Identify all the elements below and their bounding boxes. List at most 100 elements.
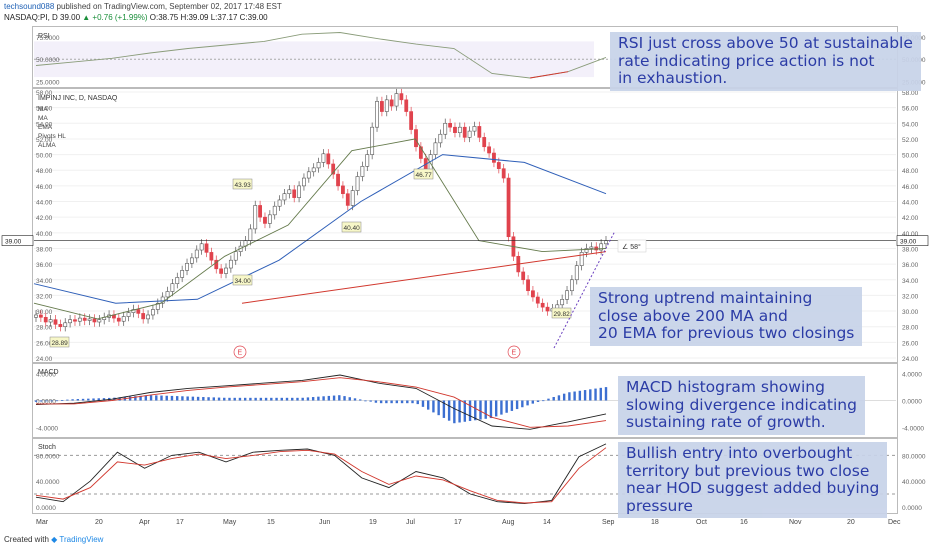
macd-signal-line xyxy=(36,377,607,428)
macd-histogram-bar xyxy=(254,397,257,401)
x-tick-label: Aug xyxy=(502,519,515,526)
annotation-line: RSI just cross above 50 at sustainable xyxy=(618,34,913,52)
publisher-link[interactable]: techsound088 xyxy=(4,2,55,11)
candle-body xyxy=(165,291,170,298)
candle-body xyxy=(126,312,131,317)
price-tick-right: 42.00 xyxy=(902,215,919,222)
candle-body xyxy=(487,146,491,154)
price-tick-right: 52.00 xyxy=(902,137,919,144)
pivot-label: 43.93 xyxy=(235,182,252,189)
ema20-line xyxy=(33,138,607,320)
macd-histogram-bar xyxy=(296,397,299,401)
macd-histogram-bar xyxy=(359,399,362,401)
candle-body xyxy=(341,185,345,195)
pivot-label-box xyxy=(49,336,70,348)
price-tick-left: 46.00 xyxy=(36,184,53,191)
price-tick-right: 50.00 xyxy=(902,153,919,160)
price-tick-left: 56.00 xyxy=(36,106,53,113)
price-tick-left: 30.00 xyxy=(36,309,53,316)
price-tick-right: 38.00 xyxy=(902,246,919,253)
x-tick-label: Dec xyxy=(888,519,901,526)
macd-histogram-bar xyxy=(285,397,289,401)
macd-histogram-bar xyxy=(557,395,561,401)
macd-histogram-bar xyxy=(170,395,174,401)
macd-histogram-bar xyxy=(249,397,252,401)
macd-histogram-bar xyxy=(364,400,367,402)
stoch-tick-right: 0.0000 xyxy=(902,505,922,512)
legend-item: Pivots HL xyxy=(38,133,66,140)
legend-item: ALMA xyxy=(38,142,56,149)
price-tick-right: 26.00 xyxy=(902,340,919,347)
macd-histogram-bar xyxy=(228,397,231,401)
macd-histogram-bar xyxy=(87,398,90,401)
x-tick-label: 20 xyxy=(847,519,855,526)
candle-body xyxy=(526,279,530,292)
pivot-label: 40.40 xyxy=(344,225,361,232)
macd-histogram-bar xyxy=(411,400,414,404)
macd-histogram-bar xyxy=(238,397,242,401)
price-tick-left: 36.00 xyxy=(36,262,53,269)
macd-histogram-bar xyxy=(50,400,53,402)
candle-body xyxy=(545,306,550,312)
x-tick-label: 16 xyxy=(740,519,748,526)
macd-histogram-bar xyxy=(500,400,503,415)
candle-body xyxy=(457,126,462,133)
macd-line xyxy=(35,374,607,430)
price-tick-right: 24.00 xyxy=(902,356,919,363)
price-tick-left: 38.00 xyxy=(36,246,53,253)
macd-histogram-bar xyxy=(594,388,597,401)
macd-histogram-bar xyxy=(317,396,320,401)
macd-histogram-bar xyxy=(45,400,48,402)
macd-histogram-bar xyxy=(510,400,514,411)
x-tick-label: 18 xyxy=(651,519,659,526)
macd-tick-right: -4.0000 xyxy=(902,425,924,432)
candle-body xyxy=(414,129,418,148)
candle-body xyxy=(146,314,150,320)
candle-body xyxy=(453,126,457,133)
candle-body xyxy=(579,252,584,266)
candle-body xyxy=(131,309,136,313)
x-tick-label: Oct xyxy=(696,519,707,526)
macd-histogram-bar xyxy=(139,395,142,401)
macd-histogram-bar xyxy=(165,395,168,401)
price-tick-left: 26.00 xyxy=(36,340,53,347)
macd-histogram-bar xyxy=(369,400,372,402)
macd-histogram-bar xyxy=(181,396,184,401)
candle-body xyxy=(409,111,414,130)
candle-body xyxy=(53,319,58,325)
macd-histogram-bar xyxy=(385,400,388,404)
pivot-label-box xyxy=(232,274,253,286)
candle-body xyxy=(248,228,253,241)
annotation-line: close above 200 MA and xyxy=(598,306,788,325)
price-tick-left: 32.00 xyxy=(36,293,53,300)
price-tick-left: 54.00 xyxy=(36,121,53,128)
candle-body xyxy=(219,268,224,274)
stoch-tick-left: 0.0000 xyxy=(36,505,56,512)
stoch-annotation: Bullish entry into overbought territory … xyxy=(618,442,888,518)
candle-body xyxy=(263,216,267,224)
price-change: ▲ +0.76 (+1.99%) xyxy=(80,13,148,22)
pivot-label: 46.77 xyxy=(416,172,433,179)
x-tick-label: 14 xyxy=(543,519,551,526)
candle-body xyxy=(506,177,511,238)
stoch-k-line xyxy=(35,443,607,505)
candle-body xyxy=(375,101,379,128)
candle-body xyxy=(589,246,594,249)
macd-histogram-bar xyxy=(599,387,602,401)
footer-brand[interactable]: TradingView xyxy=(59,535,104,544)
macd-histogram-bar xyxy=(40,400,43,402)
tradingview-logo-icon: ◆ xyxy=(51,535,58,544)
macd-histogram-bar xyxy=(301,397,304,401)
macd-histogram-bar xyxy=(437,400,440,416)
x-tick-label: May xyxy=(223,519,237,526)
candle-body xyxy=(384,99,389,112)
candle-body xyxy=(531,290,535,298)
candle-body xyxy=(574,265,579,281)
candle-body xyxy=(194,249,199,259)
macd-tick-left: 4.0000 xyxy=(36,372,56,379)
legend-item: EMA xyxy=(38,124,53,131)
candle-body xyxy=(77,317,82,322)
macd-histogram-bar xyxy=(353,398,357,401)
price-tick-right: 32.00 xyxy=(902,293,919,300)
candle-body xyxy=(399,93,404,101)
